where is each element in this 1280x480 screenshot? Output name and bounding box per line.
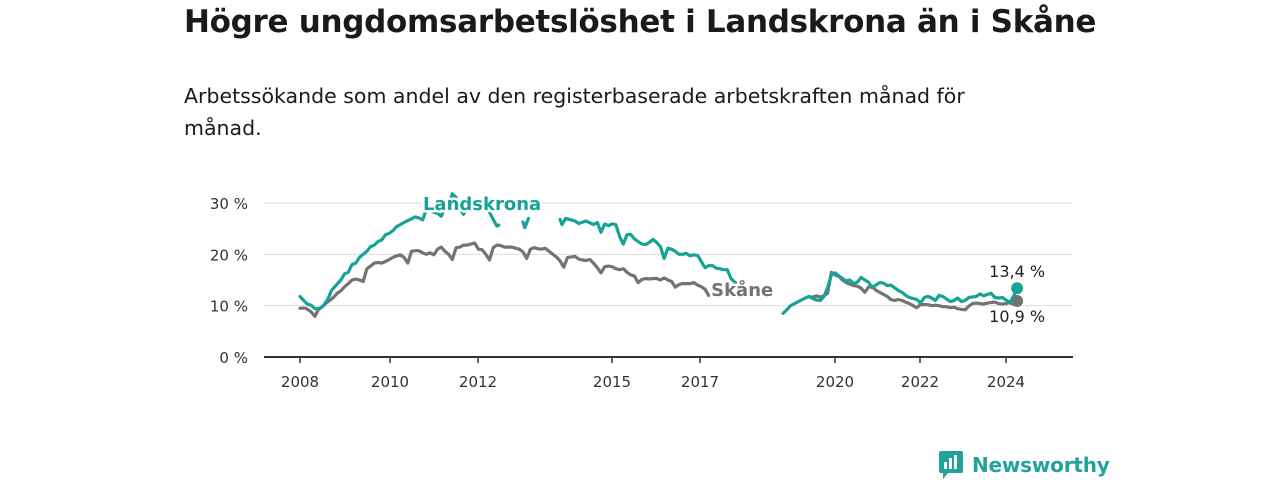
end-value-label-landskrona: 13,4 % <box>989 262 1045 281</box>
x-tick-label: 2012 <box>459 373 497 391</box>
series-line-landskrona <box>521 216 531 230</box>
series-label-landskrona: Landskrona <box>423 194 541 215</box>
x-tick-label: 2017 <box>681 373 719 391</box>
y-tick-label: 0 % <box>219 349 248 367</box>
brand-logo: Newsworthy <box>938 450 1110 480</box>
y-tick-label: 10 % <box>210 298 248 316</box>
series-line-landskrona <box>298 192 501 311</box>
series-line-landskrona <box>558 216 744 292</box>
series-lines <box>298 192 1024 318</box>
x-tick-label: 2022 <box>901 373 939 391</box>
y-axis-tick-labels: 0 % 10 % 20 % 30 % <box>210 195 248 367</box>
end-value-label-skane: 10,9 % <box>989 307 1045 326</box>
brand-name: Newsworthy <box>972 453 1110 477</box>
grid-lines <box>264 202 1073 307</box>
x-tick-label: 2024 <box>987 373 1025 391</box>
x-tick-label: 2015 <box>593 373 631 391</box>
y-tick-label: 20 % <box>210 246 248 264</box>
series-label-skåne: Skåne <box>711 279 773 301</box>
newsworthy-logo-icon <box>939 451 963 479</box>
chart-title: Högre ungdomsarbetslöshet i Landskrona ä… <box>184 4 1097 40</box>
x-axis-ticks: 2008 2010 2012 2015 2017 2020 2022 2024 <box>281 357 1025 391</box>
series-labels: Landskrona Skåne 13,4 % 10,9 % <box>420 192 1047 328</box>
x-tick-label: 2008 <box>281 373 319 391</box>
series-line-landskrona <box>781 271 1019 315</box>
end-point-landskrona <box>1011 282 1024 295</box>
y-tick-label: 30 % <box>210 195 248 213</box>
x-tick-label: 2020 <box>816 373 854 391</box>
series-line-skåne <box>298 241 711 318</box>
chart-subtitle: Arbetssökande som andel av den registerb… <box>184 84 965 140</box>
x-tick-label: 2010 <box>371 373 409 391</box>
series-line-skåne <box>811 270 1019 312</box>
